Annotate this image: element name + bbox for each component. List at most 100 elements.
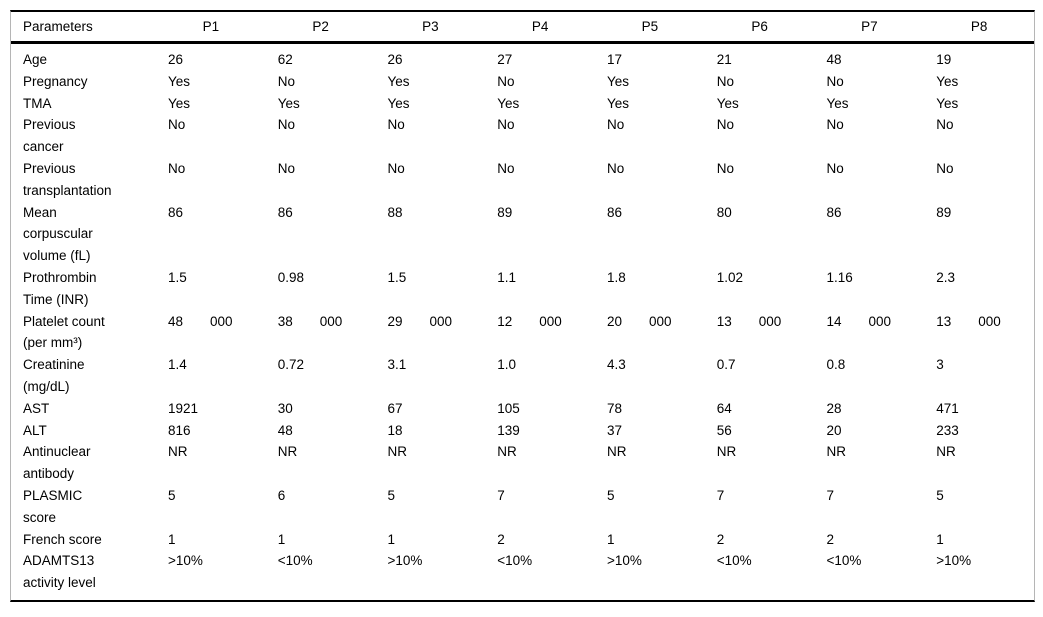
- value-cell: 1.8: [607, 269, 626, 285]
- value-cell: 67: [387, 400, 403, 416]
- value-cell: 1.4: [168, 357, 187, 373]
- value-cell: 86: [607, 204, 623, 220]
- table-row: ALT 816 48 18 139 37 56 20 233: [11, 420, 1034, 442]
- value-cell: 1.5: [168, 269, 187, 285]
- value-cell: NR: [607, 444, 627, 460]
- value-cell: Yes: [387, 73, 410, 89]
- value-cell: NR: [716, 444, 737, 460]
- param-cell: Platelet count (per mm³): [23, 313, 105, 351]
- value-cell: 2: [716, 531, 725, 547]
- column-header-p5: P5: [595, 12, 705, 44]
- value-cell: No: [716, 160, 735, 176]
- table-body: Age 26 62 26 27 17 21 48 19 Pregnancy Yes No Yes No Ye…: [11, 43, 1034, 600]
- table-frame: Parameters P1 P2 P3 P4 P5 P6 P7 P8 Age 26…: [10, 10, 1035, 602]
- value-cell: Yes: [277, 95, 300, 111]
- value-cell: 18: [387, 422, 403, 438]
- value-cell: NR: [497, 444, 517, 460]
- column-header-p4: P4: [485, 12, 595, 44]
- param-cell: Mean corpuscular volume (fL): [23, 204, 93, 264]
- value-cell: 38 000: [277, 313, 343, 329]
- value-cell: Yes: [936, 73, 959, 89]
- table-row: PLASMIC score 5 6 5 7 5 7 7 5: [11, 485, 1034, 529]
- value-cell: 26: [168, 52, 184, 67]
- value-cell: No: [826, 160, 844, 176]
- table-row: AST 1921 30 67 105 78 64 28 471: [11, 398, 1034, 420]
- value-cell: 1.5: [387, 269, 407, 285]
- table-row: Previous transplantation No No No No No No No No: [11, 158, 1034, 202]
- table-row: TMA Yes Yes Yes Yes Yes Yes Yes Yes: [11, 93, 1034, 115]
- value-cell: 48: [826, 52, 842, 67]
- value-cell: 5: [607, 487, 615, 503]
- value-cell: 27: [497, 52, 513, 67]
- value-cell: 5: [387, 487, 396, 503]
- param-cell: AST: [23, 400, 50, 416]
- param-cell: Prothrombin Time (INR): [23, 269, 97, 307]
- table-row: Prothrombin Time (INR) 1.5 0.98 1.5 1.1 1.8 1.…: [11, 267, 1034, 311]
- value-cell: 29 000: [387, 313, 453, 329]
- value-cell: 816: [168, 422, 191, 438]
- value-cell: 7: [826, 487, 835, 503]
- value-cell: Yes: [936, 95, 959, 111]
- patient-parameters-table: Parameters P1 P2 P3 P4 P5 P6 P7 P8 Age 26…: [11, 12, 1034, 600]
- value-cell: Yes: [387, 95, 410, 111]
- value-cell: 0.72: [277, 357, 305, 373]
- column-header-p2: P2: [265, 12, 376, 44]
- value-cell: 14 000: [826, 313, 892, 329]
- value-cell: NR: [277, 444, 298, 460]
- column-header-p6: P6: [704, 12, 815, 44]
- column-header-p3: P3: [375, 12, 486, 44]
- value-cell: <10%: [716, 553, 752, 569]
- value-cell: No: [168, 160, 186, 176]
- column-header-p8: P8: [924, 12, 1034, 44]
- value-cell: NR: [387, 444, 408, 460]
- value-cell: NR: [826, 444, 847, 460]
- param-cell: Age: [23, 52, 48, 67]
- value-cell: No: [168, 117, 186, 133]
- value-cell: 13 000: [716, 313, 782, 329]
- value-cell: 3.1: [387, 357, 407, 373]
- table-row: Platelet count (per mm³) 48 000 38 000 29 0…: [11, 311, 1034, 355]
- param-cell: Creatinine (mg/dL): [23, 357, 85, 394]
- value-cell: Yes: [168, 73, 191, 89]
- value-cell: 1921: [168, 400, 199, 416]
- value-cell: 88: [387, 204, 403, 220]
- value-cell: 28: [826, 400, 842, 416]
- value-cell: 1.0: [497, 357, 517, 373]
- param-cell: TMA: [23, 95, 52, 111]
- param-cell: Pregnancy: [23, 73, 88, 89]
- param-cell: French score: [23, 531, 102, 547]
- value-cell: 2: [826, 531, 835, 547]
- value-cell: 48: [277, 422, 293, 438]
- value-cell: 0.8: [826, 357, 846, 373]
- table-row: French score 1 1 1 2 1 2 2 1: [11, 529, 1034, 551]
- value-cell: 86: [826, 204, 842, 220]
- value-cell: 3: [936, 357, 944, 373]
- value-cell: 89: [497, 204, 513, 220]
- value-cell: 80: [716, 204, 732, 220]
- value-cell: 1.1: [497, 269, 517, 285]
- value-cell: NR: [936, 444, 956, 460]
- value-cell: Yes: [168, 95, 191, 111]
- value-cell: No: [387, 117, 405, 133]
- value-cell: No: [607, 160, 625, 176]
- value-cell: Yes: [607, 95, 630, 111]
- value-cell: No: [497, 117, 515, 133]
- value-cell: 86: [277, 204, 293, 220]
- value-cell: 2: [497, 531, 505, 547]
- table-row: ADAMTS13 activity level >10% <10% >10% <10% >…: [11, 550, 1034, 600]
- value-cell: >10%: [168, 553, 203, 569]
- value-cell: Yes: [497, 95, 520, 111]
- value-cell: 1: [607, 531, 615, 547]
- table-row: Pregnancy Yes No Yes No Yes No No Yes: [11, 71, 1034, 93]
- value-cell: 1: [387, 531, 396, 547]
- value-cell: 20: [826, 422, 842, 438]
- value-cell: <10%: [826, 553, 862, 569]
- value-cell: No: [277, 117, 296, 133]
- value-cell: 64: [716, 400, 732, 416]
- value-cell: 7: [497, 487, 505, 503]
- value-cell: 233: [936, 422, 959, 438]
- value-cell: 30: [277, 400, 293, 416]
- value-cell: 26: [387, 52, 403, 67]
- value-cell: Yes: [826, 95, 849, 111]
